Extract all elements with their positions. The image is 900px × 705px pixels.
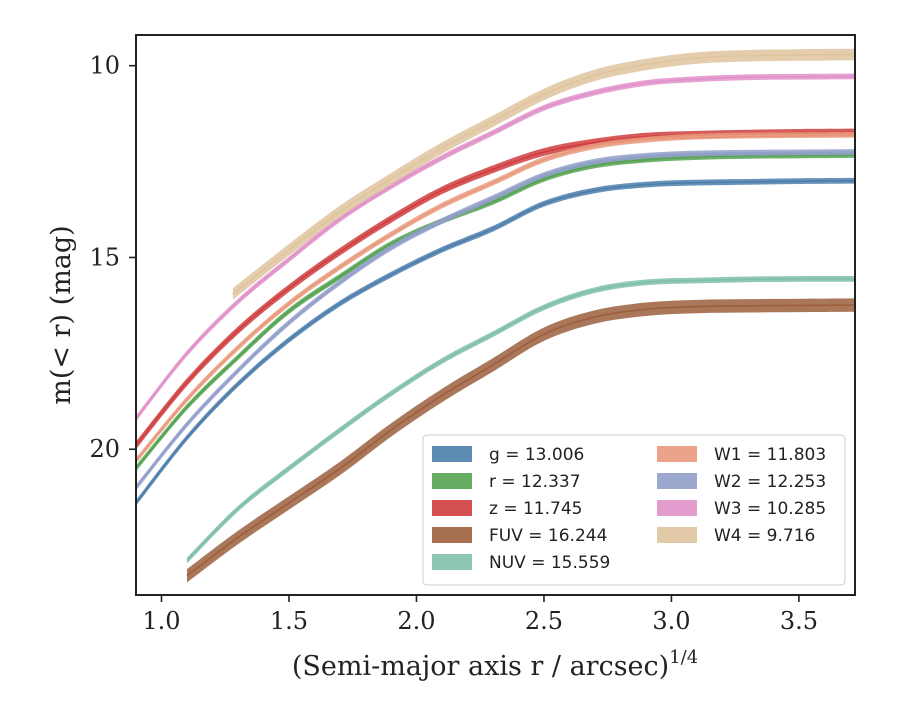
legend-swatch [657, 500, 697, 516]
legend-swatch [432, 500, 472, 516]
x-tick-label: 1.0 [142, 607, 180, 635]
series-line-nuv [186, 278, 855, 562]
y-tick-label: 10 [89, 52, 120, 80]
x-axis-label: (Semi-major axis r / arcsec)1/4 [292, 647, 698, 682]
y-axis-label: m(< r) (mag) [46, 225, 77, 404]
legend-swatch [657, 473, 697, 489]
legend-label: r = 12.337 [489, 472, 581, 492]
legend-label: z = 11.745 [489, 499, 582, 519]
legend-swatch [657, 446, 697, 462]
series-band-w4 [232, 48, 855, 300]
legend-label: NUV = 15.559 [489, 553, 610, 573]
legend-label: FUV = 16.244 [489, 526, 607, 546]
x-tick-label: 2.0 [397, 607, 435, 635]
x-tick-label: 3.5 [780, 607, 818, 635]
legend-label: W4 = 9.716 [714, 526, 815, 546]
legend-swatch [657, 527, 697, 543]
legend-box [422, 434, 846, 586]
series-line-w4 [232, 53, 855, 295]
legend-swatch [432, 554, 472, 570]
legend-label: W1 = 11.803 [714, 445, 826, 465]
series-line-w3 [136, 75, 855, 420]
legend-label: W3 = 10.285 [714, 499, 826, 519]
series-line-r [136, 154, 855, 469]
series-line-w1 [136, 133, 855, 462]
x-tick-label: 1.5 [270, 607, 308, 635]
series-line-w2 [136, 151, 855, 489]
legend-label: g = 13.006 [489, 445, 584, 465]
legend-swatch [432, 473, 472, 489]
y-tick-label: 15 [89, 243, 120, 271]
legend-swatch [432, 527, 472, 543]
y-tick-label: 20 [89, 435, 120, 463]
x-tick-label: 2.5 [525, 607, 563, 635]
series-line-g [136, 179, 855, 504]
legend-swatch [432, 446, 472, 462]
x-tick-label: 3.0 [652, 607, 690, 635]
legend-label: W2 = 12.253 [714, 472, 826, 492]
plot-frame [135, 34, 856, 596]
series-line-fuv [186, 304, 855, 577]
